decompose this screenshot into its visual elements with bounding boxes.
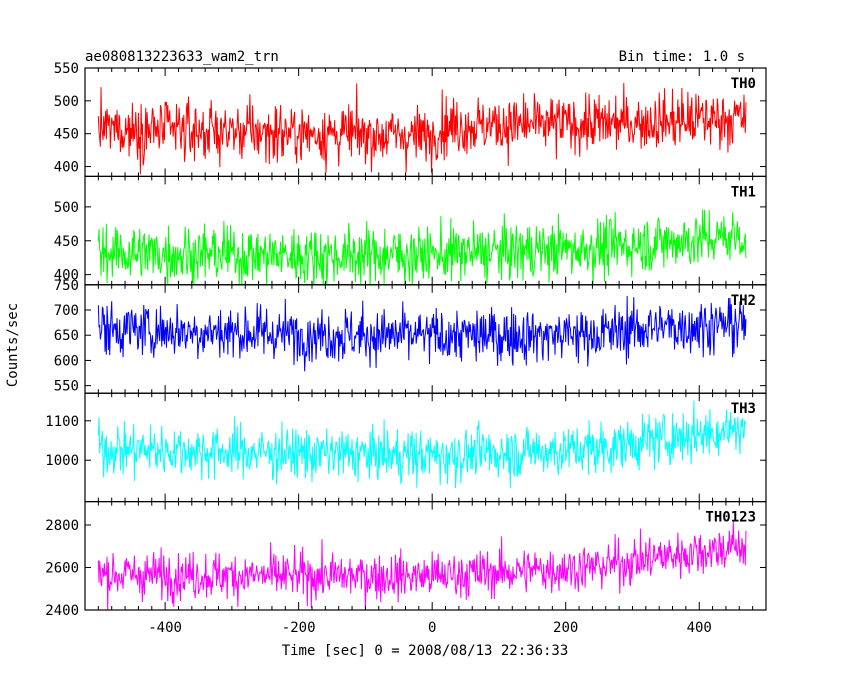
bin-time-label: Bin time: 1.0 s [619,49,745,65]
panel-th0: 400 450 500 550 TH0 [54,61,767,178]
series-line-th0 [97,82,747,175]
y-tick-label: 600 [54,353,79,369]
y-tick-label: 2400 [45,603,79,619]
chart-title: ae080813223633_wam2_trn [85,49,279,65]
series-line-th2 [97,295,747,372]
y-tick-label: 450 [54,127,79,143]
panel-label-th0123: TH0123 [705,510,756,526]
y-tick-label: 750 [54,278,79,294]
panel-frame [84,392,767,503]
x-tick-label: -400 [148,620,182,636]
panel-th2: 550 600 650 700 750 TH2 [54,278,767,395]
panel-label-th0: TH0 [731,76,756,92]
x-tick-label: -200 [282,620,316,636]
x-tick-label: 200 [553,620,578,636]
y-tick-label: 550 [54,61,79,77]
panel-th3: 1000 1100 TH3 [45,392,767,503]
panel-th1: 400 450 500 TH1 [54,175,767,286]
y-tick-label: 500 [54,200,79,216]
panel-label-th2: TH2 [731,293,756,309]
y-tick-label: 2600 [45,560,79,576]
series-line-th1 [97,209,747,285]
y-tick-label: 1000 [45,453,79,469]
series-line-th3 [97,400,747,489]
y-tick-label: 400 [54,160,79,176]
series-line-th0123 [97,521,747,611]
y-tick-label: 700 [54,303,79,319]
x-tick-label: 0 [428,620,436,636]
y-tick-label: 400 [54,268,79,284]
y-tick-label: 500 [54,94,79,110]
panel-th0123: 2400 2600 2800 TH0123 [45,501,767,619]
x-axis-title: Time [sec] 0 = 2008/08/13 22:36:33 [282,643,569,659]
y-tick-label: 550 [54,379,79,395]
y-tick-label: 450 [54,234,79,250]
x-tick-label: 400 [687,620,712,636]
y-tick-label: 650 [54,328,79,344]
panel-label-th3: TH3 [731,401,756,417]
panels-group: 400 450 500 550 TH0 400 450 500 TH1 550 600 650 700 7… [45,61,767,636]
panel-label-th1: TH1 [731,184,756,200]
y-tick-label: 2800 [45,518,79,534]
panel-frame [84,501,767,611]
y-tick-label: 1100 [45,414,79,430]
y-axis-title: Counts/sec [5,303,21,387]
